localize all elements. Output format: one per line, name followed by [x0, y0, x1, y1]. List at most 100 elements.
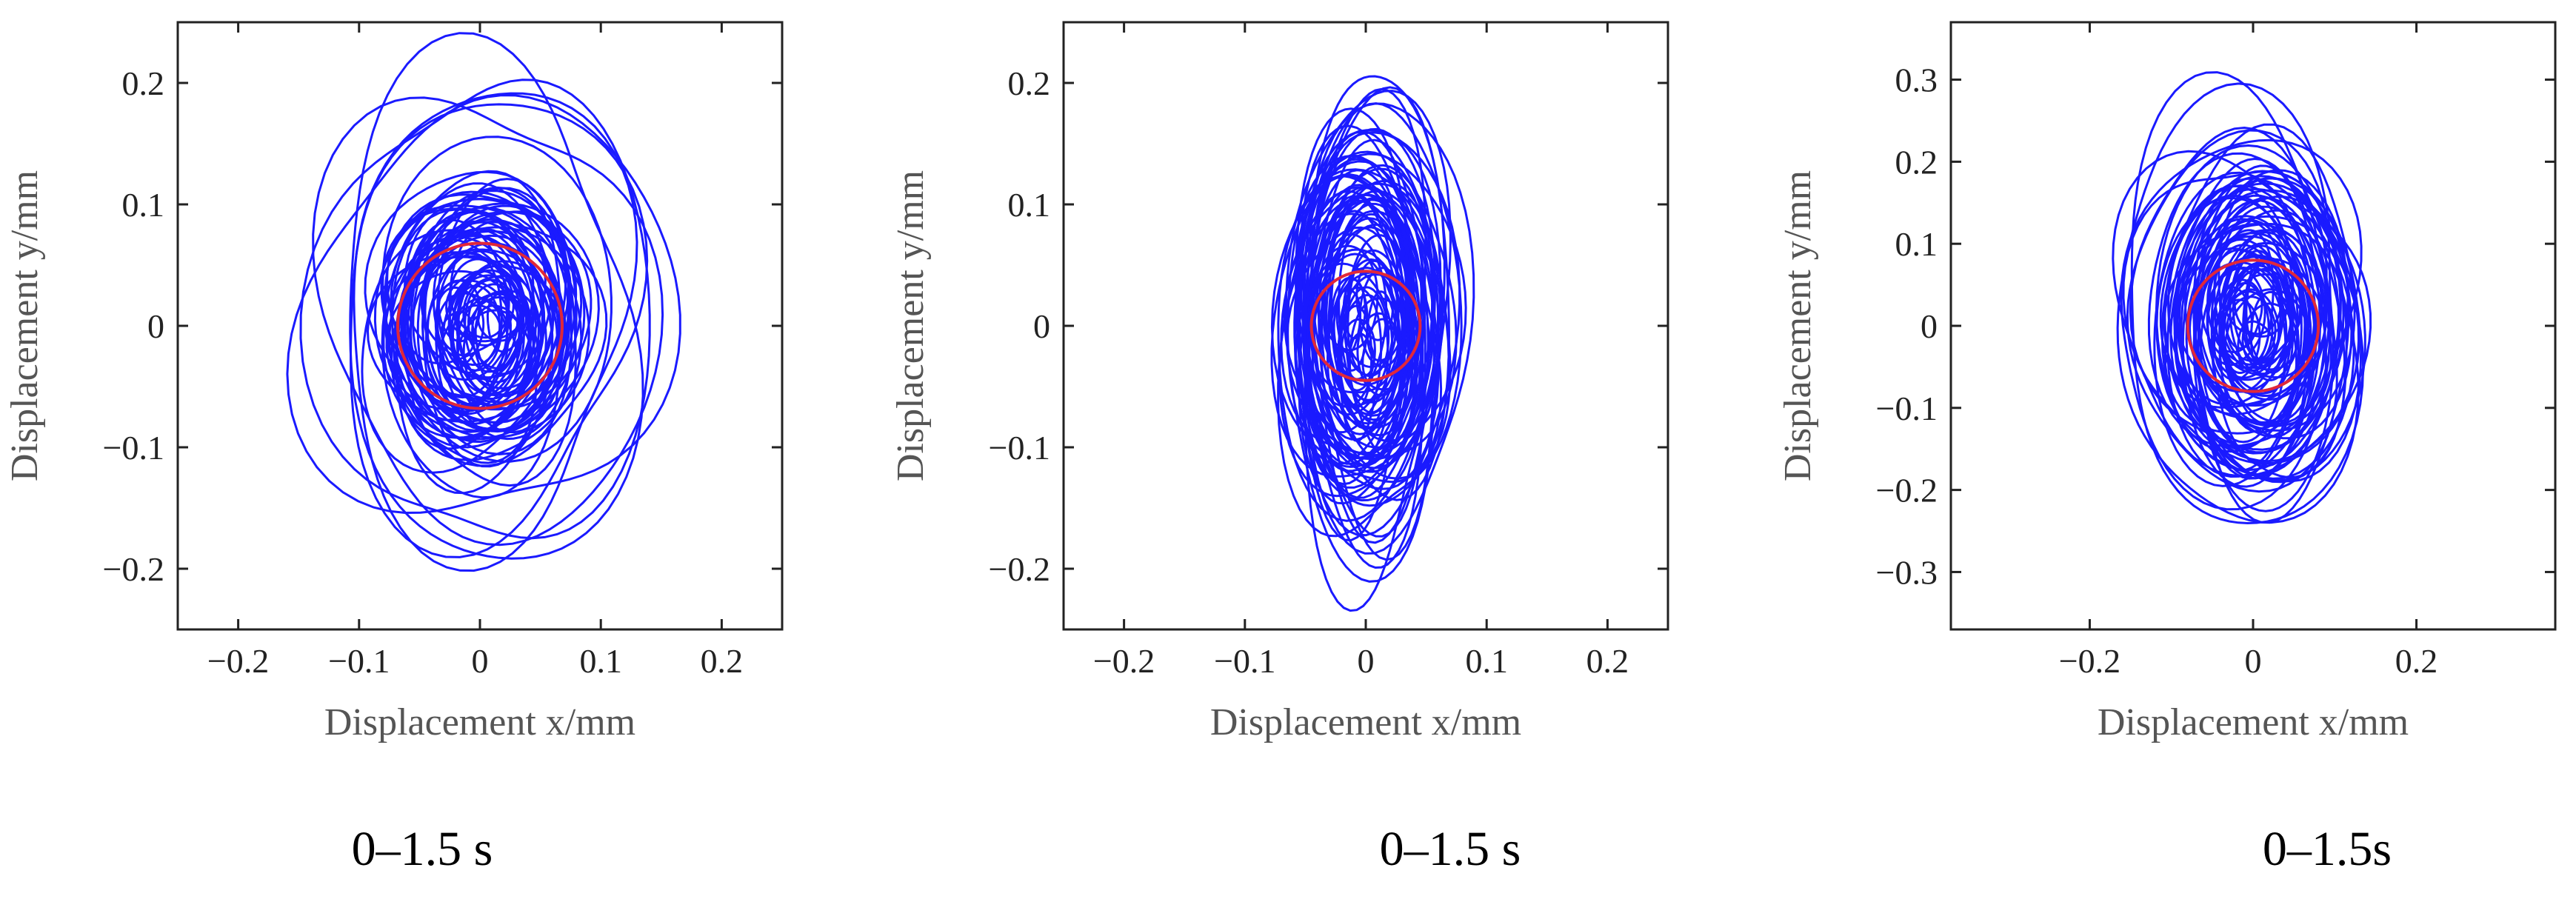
orbit-loop	[1295, 248, 1418, 457]
orbit-loop	[2213, 298, 2261, 381]
orbit-loop	[2218, 241, 2327, 434]
orbit-trajectories	[286, 32, 681, 572]
orbit-loop	[2241, 302, 2298, 371]
y-axis-label: Displacement y/mm	[4, 170, 46, 481]
orbit-loop	[2159, 184, 2323, 409]
reference-circle	[396, 241, 564, 410]
orbit-loop	[486, 292, 527, 353]
orbit-loop	[1309, 86, 1451, 501]
x-tick-label: 0.2	[701, 642, 744, 680]
orbit-loop	[2173, 194, 2328, 465]
y-tick-label: −0.3	[1876, 553, 1938, 591]
orbit-loop	[404, 221, 608, 467]
orbit-loop	[401, 218, 510, 421]
y-tick-label: 0	[147, 307, 164, 345]
y-tick-label: 0.1	[1895, 225, 1938, 263]
x-tick-label: 0	[472, 642, 489, 680]
orbit-loop	[2221, 228, 2327, 401]
x-tick-label: 0.2	[2395, 642, 2438, 680]
orbit-excursion	[2130, 71, 2365, 525]
orbit-loop	[2180, 189, 2366, 481]
x-tick-label: −0.1	[328, 642, 390, 680]
x-tick-label: 0.1	[1465, 642, 1508, 680]
orbit-loop	[1322, 193, 1409, 415]
x-tick-label: 0.1	[579, 642, 622, 680]
panel-caption: 0–1.5 s	[352, 822, 493, 876]
orbit-loop	[2188, 261, 2288, 393]
orbit-loop	[2243, 267, 2295, 368]
orbit-loop	[2206, 267, 2266, 367]
orbit-loop	[1295, 175, 1408, 486]
orbit-loop	[1302, 158, 1414, 441]
orbit-loop	[410, 190, 573, 444]
orbit-trajectories	[2112, 71, 2372, 525]
orbit-excursion	[2126, 129, 2338, 493]
y-axis-label: Displacement y/mm	[890, 170, 932, 481]
orbit-loop	[2167, 194, 2295, 406]
y-tick-label: −0.2	[989, 550, 1050, 588]
x-tick-label: −0.2	[207, 642, 269, 680]
y-tick-label: 0	[1033, 307, 1050, 345]
x-tick-label: −0.2	[1093, 642, 1155, 680]
x-tick-label: −0.1	[1214, 642, 1275, 680]
orbit-excursion	[2116, 82, 2360, 524]
orbit-loop	[452, 304, 502, 372]
orbit-excursion	[1284, 90, 1452, 583]
orbit-loop	[2212, 286, 2253, 353]
orbit-loop	[390, 234, 538, 464]
orbit-loop	[381, 182, 561, 499]
orbit-loop	[2213, 229, 2275, 370]
orbit-loop	[436, 178, 578, 441]
orbit-excursion	[353, 92, 638, 572]
orbit-excursion	[299, 78, 651, 540]
x-tick-label: 0.2	[1586, 642, 1629, 680]
panel-caption: 0–1.5s	[2263, 822, 2392, 876]
y-tick-label: −0.2	[103, 550, 164, 588]
orbit-loop	[2192, 199, 2318, 480]
orbit-loop	[2175, 157, 2332, 426]
orbit-loop	[2178, 175, 2345, 455]
orbit-excursion	[349, 103, 649, 558]
orbit-trajectories	[1270, 75, 1475, 612]
orbit-loop	[424, 186, 572, 433]
orbit-loop	[386, 204, 547, 413]
orbit-loop	[453, 274, 526, 343]
y-tick-label: 0.3	[1895, 61, 1938, 99]
orbit-loop	[1329, 210, 1423, 387]
orbit-panel-2: −0.2 −0.1 0 0.1 0.2 −0.2 −0.1 0 0.1 0.2 Displaceme…	[890, 21, 1669, 876]
orbit-loop	[1337, 304, 1373, 409]
y-tick-label: 0.2	[1895, 143, 1938, 181]
orbit-loop	[1342, 258, 1400, 369]
orbit-loop	[1347, 332, 1375, 381]
orbit-loop	[2199, 266, 2287, 444]
orbit-excursion	[312, 96, 664, 547]
y-tick-label: −0.1	[989, 429, 1050, 467]
y-tick-label: 0.2	[1008, 64, 1051, 102]
orbit-loop	[2163, 222, 2348, 484]
orbit-loop	[1335, 288, 1362, 355]
y-tick-label: 0.1	[1008, 186, 1051, 224]
y-axis-label: Displacement y/mm	[1777, 170, 1819, 481]
orbit-loop	[388, 202, 600, 441]
reference-circle	[2186, 258, 2320, 393]
orbit-excursion	[1298, 138, 1442, 505]
y-tick-label: 0.2	[122, 64, 165, 102]
panel-caption: 0–1.5 s	[1380, 822, 1521, 876]
y-tick-label: −0.2	[1876, 472, 1938, 509]
orbit-loop	[447, 269, 525, 384]
orbit-excursion	[2120, 138, 2363, 511]
plot-frame	[1949, 21, 2557, 631]
orbit-loop	[1329, 185, 1410, 401]
y-tick-label: −0.1	[103, 429, 164, 467]
reference-circle	[1309, 270, 1422, 382]
x-axis-label: Displacement x/mm	[1210, 701, 1521, 743]
orbit-loop	[462, 296, 535, 395]
y-tick-label: 0.1	[122, 186, 165, 224]
orbit-loop	[1338, 213, 1404, 414]
x-tick-label: 0	[2245, 642, 2262, 680]
x-axis-label: Displacement x/mm	[324, 701, 635, 743]
orbit-panel-3: −0.2 0 0.2 −0.3 −0.2 −0.1 0 0.1 0.2 0.3 Displaceme…	[1777, 21, 2557, 876]
orbit-loop	[416, 220, 546, 426]
orbit-excursion	[1304, 87, 1427, 569]
